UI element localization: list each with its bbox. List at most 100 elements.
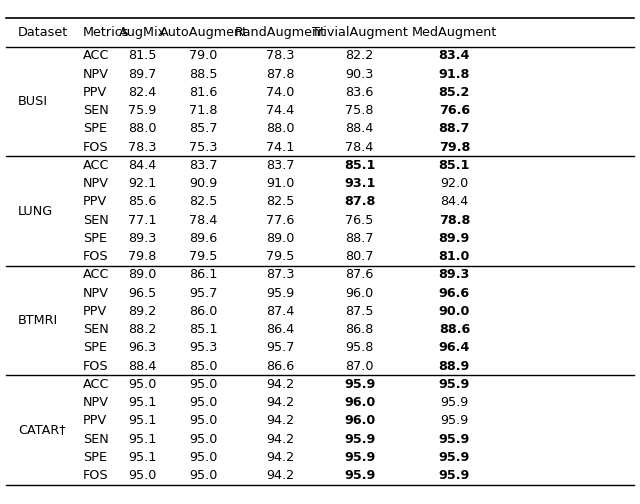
Text: 94.2: 94.2 xyxy=(266,432,294,446)
Text: 74.1: 74.1 xyxy=(266,141,294,154)
Text: 87.8: 87.8 xyxy=(344,196,376,209)
Text: 78.4: 78.4 xyxy=(189,214,218,227)
Text: 87.6: 87.6 xyxy=(346,269,374,281)
Text: AugMix: AugMix xyxy=(118,26,166,39)
Text: LUNG: LUNG xyxy=(18,205,53,218)
Text: SPE: SPE xyxy=(83,232,108,245)
Text: 95.0: 95.0 xyxy=(189,396,218,409)
Text: 84.4: 84.4 xyxy=(440,196,468,209)
Text: 83.6: 83.6 xyxy=(346,86,374,99)
Text: 90.3: 90.3 xyxy=(346,68,374,81)
Text: 89.3: 89.3 xyxy=(128,232,156,245)
Text: 96.3: 96.3 xyxy=(128,341,156,354)
Text: 95.9: 95.9 xyxy=(266,287,294,300)
Text: 77.6: 77.6 xyxy=(266,214,294,227)
Text: 82.5: 82.5 xyxy=(266,196,294,209)
Text: 82.2: 82.2 xyxy=(346,49,374,62)
Text: 95.0: 95.0 xyxy=(189,469,218,482)
Text: SEN: SEN xyxy=(83,323,109,336)
Text: 95.0: 95.0 xyxy=(128,378,156,391)
Text: 76.5: 76.5 xyxy=(346,214,374,227)
Text: 95.1: 95.1 xyxy=(128,396,156,409)
Text: 76.6: 76.6 xyxy=(439,104,470,117)
Text: 78.8: 78.8 xyxy=(438,214,470,227)
Text: MedAugment: MedAugment xyxy=(412,26,497,39)
Text: 88.4: 88.4 xyxy=(128,360,156,372)
Text: 95.9: 95.9 xyxy=(438,451,470,464)
Text: 95.9: 95.9 xyxy=(440,396,468,409)
Text: 90.9: 90.9 xyxy=(189,177,218,190)
Text: 95.0: 95.0 xyxy=(189,451,218,464)
Text: 81.5: 81.5 xyxy=(128,49,156,62)
Text: 94.2: 94.2 xyxy=(266,414,294,427)
Text: 83.4: 83.4 xyxy=(438,49,470,62)
Text: 86.4: 86.4 xyxy=(266,323,294,336)
Text: NPV: NPV xyxy=(83,287,109,300)
Text: 84.4: 84.4 xyxy=(128,159,156,172)
Text: 93.1: 93.1 xyxy=(344,177,376,190)
Text: 89.2: 89.2 xyxy=(128,305,156,318)
Text: 95.1: 95.1 xyxy=(128,432,156,446)
Text: 85.6: 85.6 xyxy=(128,196,156,209)
Text: 88.0: 88.0 xyxy=(128,122,156,136)
Text: 89.0: 89.0 xyxy=(266,232,294,245)
Text: 86.8: 86.8 xyxy=(346,323,374,336)
Text: 95.8: 95.8 xyxy=(346,341,374,354)
Text: 85.1: 85.1 xyxy=(344,159,376,172)
Text: 89.7: 89.7 xyxy=(128,68,156,81)
Text: NPV: NPV xyxy=(83,177,109,190)
Text: 95.9: 95.9 xyxy=(344,469,376,482)
Text: 87.8: 87.8 xyxy=(266,68,294,81)
Text: 95.9: 95.9 xyxy=(438,378,470,391)
Text: BUSI: BUSI xyxy=(18,95,48,108)
Text: 81.0: 81.0 xyxy=(438,250,470,263)
Text: 88.0: 88.0 xyxy=(266,122,294,136)
Text: SPE: SPE xyxy=(83,341,108,354)
Text: 87.3: 87.3 xyxy=(266,269,294,281)
Text: 89.6: 89.6 xyxy=(189,232,218,245)
Text: 95.0: 95.0 xyxy=(128,469,156,482)
Text: 87.0: 87.0 xyxy=(346,360,374,372)
Text: 94.2: 94.2 xyxy=(266,378,294,391)
Text: 88.2: 88.2 xyxy=(128,323,156,336)
Text: 87.5: 87.5 xyxy=(346,305,374,318)
Text: SEN: SEN xyxy=(83,432,109,446)
Text: TrivialAugment: TrivialAugment xyxy=(312,26,408,39)
Text: 92.0: 92.0 xyxy=(440,177,468,190)
Text: ACC: ACC xyxy=(83,378,109,391)
Text: 85.1: 85.1 xyxy=(438,159,470,172)
Text: PPV: PPV xyxy=(83,196,108,209)
Text: 88.5: 88.5 xyxy=(189,68,218,81)
Text: NPV: NPV xyxy=(83,68,109,81)
Text: 94.2: 94.2 xyxy=(266,396,294,409)
Text: FOS: FOS xyxy=(83,469,109,482)
Text: 95.1: 95.1 xyxy=(128,414,156,427)
Text: 95.7: 95.7 xyxy=(189,287,218,300)
Text: Dataset: Dataset xyxy=(18,26,68,39)
Text: 95.9: 95.9 xyxy=(344,378,376,391)
Text: 96.5: 96.5 xyxy=(128,287,156,300)
Text: 94.2: 94.2 xyxy=(266,451,294,464)
Text: 94.2: 94.2 xyxy=(266,469,294,482)
Text: 96.0: 96.0 xyxy=(344,396,375,409)
Text: 91.0: 91.0 xyxy=(266,177,294,190)
Text: 77.1: 77.1 xyxy=(128,214,156,227)
Text: 96.0: 96.0 xyxy=(344,414,375,427)
Text: NPV: NPV xyxy=(83,396,109,409)
Text: PPV: PPV xyxy=(83,305,108,318)
Text: ACC: ACC xyxy=(83,269,109,281)
Text: SPE: SPE xyxy=(83,451,108,464)
Text: 96.0: 96.0 xyxy=(346,287,374,300)
Text: 85.7: 85.7 xyxy=(189,122,218,136)
Text: 83.7: 83.7 xyxy=(266,159,294,172)
Text: 82.5: 82.5 xyxy=(189,196,218,209)
Text: 80.7: 80.7 xyxy=(346,250,374,263)
Text: 85.0: 85.0 xyxy=(189,360,218,372)
Text: 75.8: 75.8 xyxy=(346,104,374,117)
Text: 88.9: 88.9 xyxy=(438,360,470,372)
Text: 86.1: 86.1 xyxy=(189,269,218,281)
Text: 87.4: 87.4 xyxy=(266,305,294,318)
Text: 78.3: 78.3 xyxy=(266,49,294,62)
Text: RandAugment: RandAugment xyxy=(235,26,326,39)
Text: 74.4: 74.4 xyxy=(266,104,294,117)
